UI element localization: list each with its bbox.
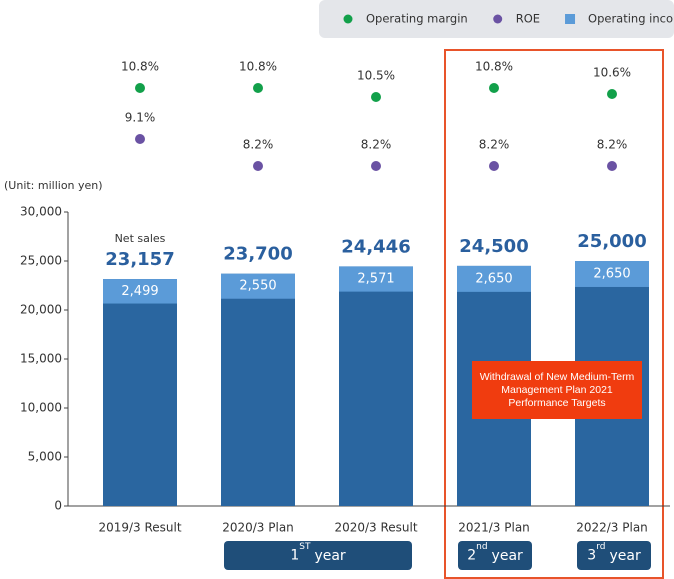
year-badge-text: year (314, 547, 346, 564)
year-badge-number: 3 (587, 547, 597, 564)
operating-income-label: 2,650 (593, 266, 630, 281)
x-tick-label: 2022/3 Plan (576, 521, 648, 535)
ratio-label: 8.2% (597, 138, 628, 152)
year-badge-suffix: nd (476, 542, 488, 553)
operating-income-bar (103, 279, 177, 304)
legend-label: Operating income (588, 12, 674, 26)
legend-marker (565, 14, 576, 24)
net-sales-label: 24,446 (341, 236, 410, 257)
y-tick-label: 30,000 (20, 205, 62, 219)
operating-income-bar (221, 273, 295, 299)
legend-marker (493, 14, 503, 24)
ratio-label: 10.5% (357, 69, 395, 83)
ratio-label: 8.2% (243, 138, 274, 152)
year-badge: 2nd year (458, 541, 532, 570)
net-sales-label: 25,000 (577, 231, 646, 252)
ratio-label: 10.8% (475, 60, 513, 74)
x-tick-label: 2020/3 Plan (222, 521, 294, 535)
ratio-label: 10.8% (121, 60, 159, 74)
ratio-dot (253, 83, 263, 93)
ratio-label: 10.8% (239, 60, 277, 74)
operating-income-bar (339, 266, 413, 292)
net-sales-bar (339, 266, 413, 506)
year-badge: 3rd year (577, 541, 651, 570)
year-badge-number: 2 (467, 547, 477, 564)
net-sales-label: 23,157 (105, 249, 174, 270)
year-badge-text: year (609, 547, 641, 564)
ratio-label: 8.2% (479, 138, 510, 152)
ratio-dot (489, 161, 499, 171)
legend-label: ROE (516, 12, 540, 26)
net-sales-bar (221, 273, 295, 506)
ratio-dot (135, 134, 145, 144)
highlight-frame (444, 49, 664, 579)
y-tick-label: 15,000 (20, 352, 62, 366)
ratio-label: 10.6% (593, 66, 631, 80)
year-badge-number: 1 (290, 547, 300, 564)
ratio-dot (253, 161, 263, 171)
ratio-label: 9.1% (125, 111, 156, 125)
net-sales-bar (103, 279, 177, 506)
x-tick-label: 2020/3 Result (334, 521, 417, 535)
operating-income-label: 2,550 (239, 279, 276, 294)
ratio-label: 8.2% (361, 138, 392, 152)
year-badge-suffix: rd (596, 542, 606, 553)
x-tick-label: 2019/3 Result (98, 521, 181, 535)
y-tick-label: 10,000 (20, 401, 62, 415)
y-tick-label: 20,000 (20, 303, 62, 317)
y-tick-label: 25,000 (20, 254, 62, 268)
operating-income-label: 2,571 (357, 272, 394, 287)
operating-income-bar (575, 261, 649, 287)
ratio-dot (489, 83, 499, 93)
y-axis-label: (Unit: million yen) (4, 179, 103, 192)
ratio-dot (371, 92, 381, 102)
y-tick-label: 5,000 (28, 450, 62, 464)
year-badge: 1ST year (224, 541, 412, 570)
net-sales-caption: Net sales (115, 232, 166, 245)
legend-marker (343, 14, 353, 24)
operating-income-label: 2,499 (121, 284, 158, 299)
ratio-dot (135, 83, 145, 93)
net-sales-label: 24,500 (459, 236, 528, 257)
year-badge-suffix: ST (299, 542, 311, 553)
y-tick-label: 0 (54, 499, 62, 513)
legend-label: Operating margin (366, 12, 468, 26)
x-tick-label: 2021/3 Plan (458, 521, 530, 535)
annotation: Withdrawal of New Medium-Term Management… (472, 361, 642, 419)
ratio-dot (371, 161, 381, 171)
net-sales-label: 23,700 (223, 244, 292, 265)
year-badge-text: year (491, 547, 523, 564)
ratio-dot (607, 161, 617, 171)
operating-income-bar (457, 265, 531, 292)
operating-income-label: 2,650 (475, 271, 512, 286)
ratio-dot (607, 89, 617, 99)
